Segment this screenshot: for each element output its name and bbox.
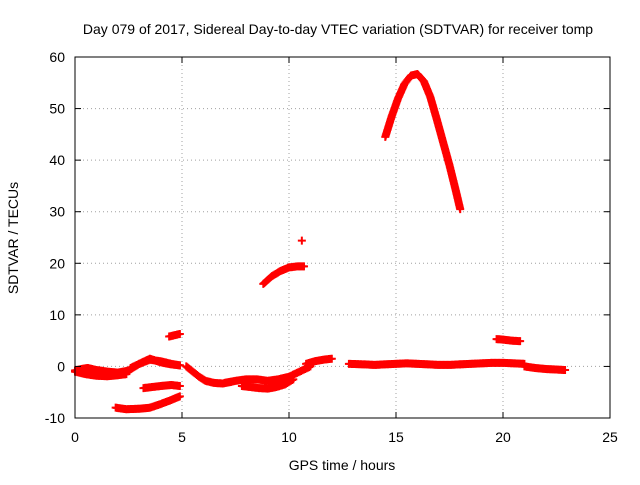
y-tick-label: 20	[49, 255, 65, 271]
series-arc-dip-5-7	[182, 362, 236, 388]
grid	[75, 57, 610, 418]
series-arc-flat-18-21	[456, 358, 529, 369]
data-point	[289, 375, 298, 384]
series-arc-flat-13-18	[344, 359, 465, 369]
series-point-24	[297, 236, 306, 245]
y-tick-label: 40	[49, 152, 65, 168]
data-point	[561, 366, 570, 375]
x-axis-label: GPS time / hours	[289, 457, 396, 473]
data-point	[299, 262, 308, 271]
y-tick-label: 30	[49, 204, 65, 220]
series-arc-short-6	[165, 329, 184, 341]
data-point	[516, 337, 525, 346]
y-axis-label: SDTVAR / TECUs	[5, 182, 21, 294]
y-tick-label: 60	[49, 49, 65, 65]
data-point	[175, 361, 184, 370]
y-tick-label: 0	[57, 358, 65, 374]
axis-ticks: 0 5 10 15 20 25 -10 0 10 20 30 40 50 60	[45, 49, 618, 445]
data-point	[175, 392, 184, 401]
y-tick-label: -10	[45, 410, 65, 426]
series-arc-mid-16-19	[259, 262, 308, 288]
data-point	[175, 329, 184, 338]
y-tick-label: 50	[49, 101, 65, 117]
x-tick-label: 25	[602, 429, 618, 445]
series-arc-peak	[381, 70, 465, 214]
x-tick-label: 20	[495, 429, 511, 445]
series-arc-rise-11-12	[302, 354, 336, 368]
series-arc-short-5	[492, 335, 525, 346]
plot-frame	[74, 56, 611, 419]
series-arc-lower-8-10	[237, 375, 298, 393]
series-arc-tail-21-23	[520, 362, 570, 375]
x-tick-label: 10	[281, 429, 297, 445]
chart-title: Day 079 of 2017, Sidereal Day-to-day VTE…	[83, 21, 593, 37]
series-arc-mid-minus4	[139, 380, 184, 393]
data-series	[71, 70, 570, 414]
x-tick-label: 15	[388, 429, 404, 445]
data-point	[122, 370, 131, 379]
x-tick-label: 5	[178, 429, 186, 445]
data-point	[456, 205, 465, 214]
data-point	[175, 382, 184, 391]
series-arc-upper-2-5	[126, 355, 184, 372]
x-tick-label: 0	[71, 429, 79, 445]
y-tick-label: 10	[49, 307, 65, 323]
data-point	[327, 354, 336, 363]
series-arc-minus8	[111, 392, 184, 414]
data-point	[297, 236, 306, 245]
series-arc-low-0-3	[71, 367, 131, 381]
